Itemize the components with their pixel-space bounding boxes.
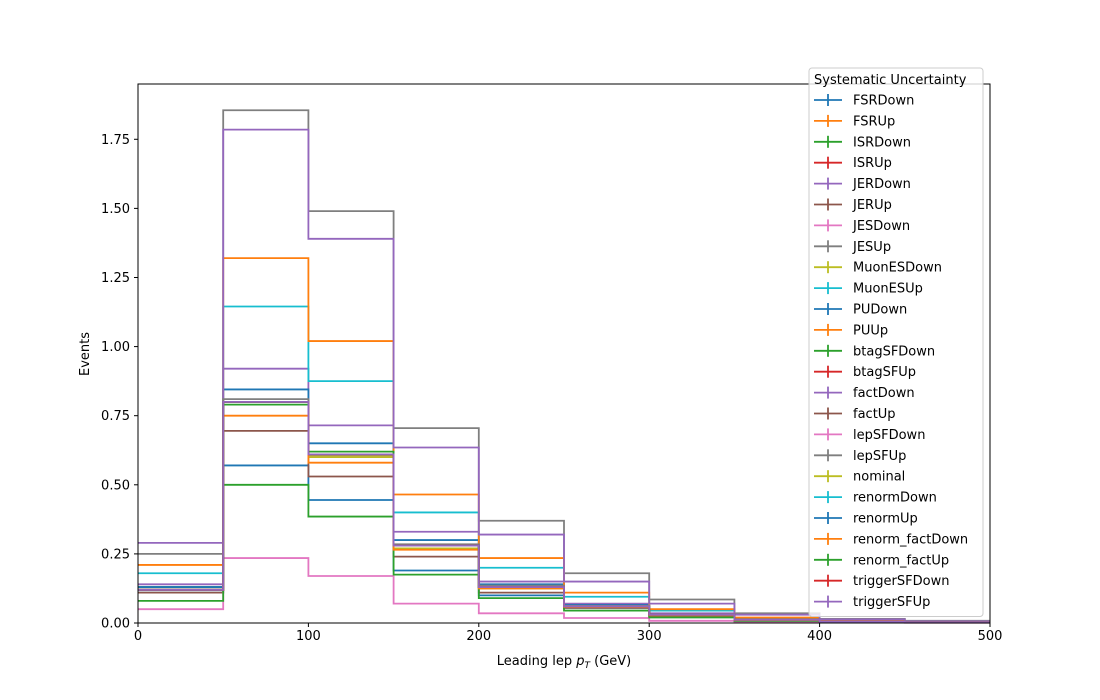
y-tick-label: 1.25: [101, 271, 130, 286]
legend-entry-factDown: factDown: [814, 386, 915, 401]
legend-label: btagSFDown: [853, 344, 935, 359]
legend-label: renormDown: [853, 491, 937, 506]
legend-title: Systematic Uncertainty: [814, 73, 967, 88]
legend-entry-lepSFDown: lepSFDown: [814, 428, 925, 443]
legend-entry-JESUp: JESUp: [814, 240, 891, 255]
x-axis-label-var: p: [575, 654, 584, 669]
x-axis-label-sub: T: [584, 661, 591, 671]
legend-entry-triggerSFUp: triggerSFUp: [814, 595, 930, 610]
legend-label: lepSFDown: [853, 428, 925, 443]
y-axis-label: Events: [78, 332, 93, 376]
legend-label: lepSFUp: [853, 449, 906, 464]
series-line-factDown: [138, 128, 990, 623]
legend-label: PUUp: [853, 323, 888, 338]
legend-label: JESUp: [852, 240, 891, 255]
x-tick-label: 500: [978, 629, 1003, 644]
legend-label: renorm_factUp: [853, 553, 949, 568]
legend-label: factDown: [853, 386, 915, 401]
legend: Systematic Uncertainty FSRDown FSRUp ISRDow…: [808, 67, 984, 617]
legend-entry-FSRUp: FSRUp: [814, 114, 895, 129]
legend-entry-ISRUp: ISRUp: [814, 156, 892, 171]
legend-entry-ISRDown: ISRDown: [814, 135, 911, 150]
y-tick-label: 1.00: [101, 340, 130, 355]
y-tick-label: 0.25: [101, 547, 130, 562]
legend-label: triggerSFUp: [853, 595, 930, 610]
legend-label: btagSFUp: [853, 365, 916, 380]
legend-entry-MuonESDown: MuonESDown: [814, 261, 942, 276]
legend-label: JERUp: [852, 198, 892, 213]
legend-entry-renormDown: renormDown: [814, 491, 937, 506]
x-tick-label: 200: [466, 629, 491, 644]
y-tick-label: 0.75: [101, 409, 130, 424]
series-layer: [138, 109, 990, 624]
legend-entry-PUDown: PUDown: [814, 303, 907, 318]
legend-entry-btagSFUp: btagSFUp: [814, 365, 916, 380]
legend-label: FSRDown: [853, 94, 914, 109]
legend-entry-renorm_factDown: renorm_factDown: [814, 532, 968, 547]
legend-entry-triggerSFDown: triggerSFDown: [814, 574, 949, 589]
x-axis-label-suffix: (GeV): [590, 654, 631, 669]
legend-label: factUp: [853, 407, 896, 422]
legend-box: [808, 67, 984, 617]
legend-entry-btagSFDown: btagSFDown: [814, 344, 935, 359]
x-tick-label: 300: [637, 629, 662, 644]
legend-entry-JESDown: JESDown: [814, 219, 910, 234]
legend-label: PUDown: [853, 303, 907, 318]
legend-label: triggerSFDown: [853, 574, 949, 589]
plot-frame: [137, 83, 991, 624]
legend-entry-factUp: factUp: [814, 407, 896, 422]
legend-label: renorm_factDown: [853, 532, 968, 547]
legend-label: ISRUp: [853, 156, 892, 171]
legend-entry-lepSFUp: lepSFUp: [814, 449, 906, 464]
x-axis-label: Leading lep pT (GeV): [497, 654, 631, 671]
legend-label: JERDown: [852, 177, 911, 192]
y-axis: 0.00 0.25 0.50 0.75 1.00 1.25 1.50 1.75: [101, 133, 138, 632]
legend-entry-FSRDown: FSRDown: [814, 94, 914, 109]
y-tick-label: 1.50: [101, 202, 130, 217]
series-line-triggerSFUp: [138, 400, 990, 624]
legend-label: JESDown: [852, 219, 910, 234]
x-tick-label: 0: [134, 629, 142, 644]
legend-label: FSRUp: [853, 114, 895, 129]
legend-entry-renormUp: renormUp: [814, 512, 918, 527]
legend-label: MuonESDown: [853, 261, 942, 276]
legend-label: renormUp: [853, 512, 918, 527]
legend-entry-renorm_factUp: renorm_factUp: [814, 553, 949, 568]
x-tick-label: 100: [296, 629, 321, 644]
x-axis-label-prefix: Leading lep: [497, 654, 576, 669]
legend-entry-nominal: nominal: [814, 470, 905, 485]
y-tick-label: 1.75: [101, 133, 130, 148]
legend-entry-JERDown: JERDown: [814, 177, 911, 192]
legend-entry-JERUp: JERUp: [814, 198, 892, 213]
legend-entry-MuonESUp: MuonESUp: [814, 282, 923, 297]
x-tick-label: 400: [807, 629, 832, 644]
legend-label: ISRDown: [853, 135, 911, 150]
y-tick-label: 0.00: [101, 617, 130, 632]
legend-label: MuonESUp: [853, 282, 923, 297]
legend-entry-PUUp: PUUp: [814, 323, 888, 338]
legend-label: nominal: [853, 470, 905, 485]
x-axis: 0 100 200 300 400 500: [134, 623, 1003, 644]
y-tick-label: 0.50: [101, 478, 130, 493]
